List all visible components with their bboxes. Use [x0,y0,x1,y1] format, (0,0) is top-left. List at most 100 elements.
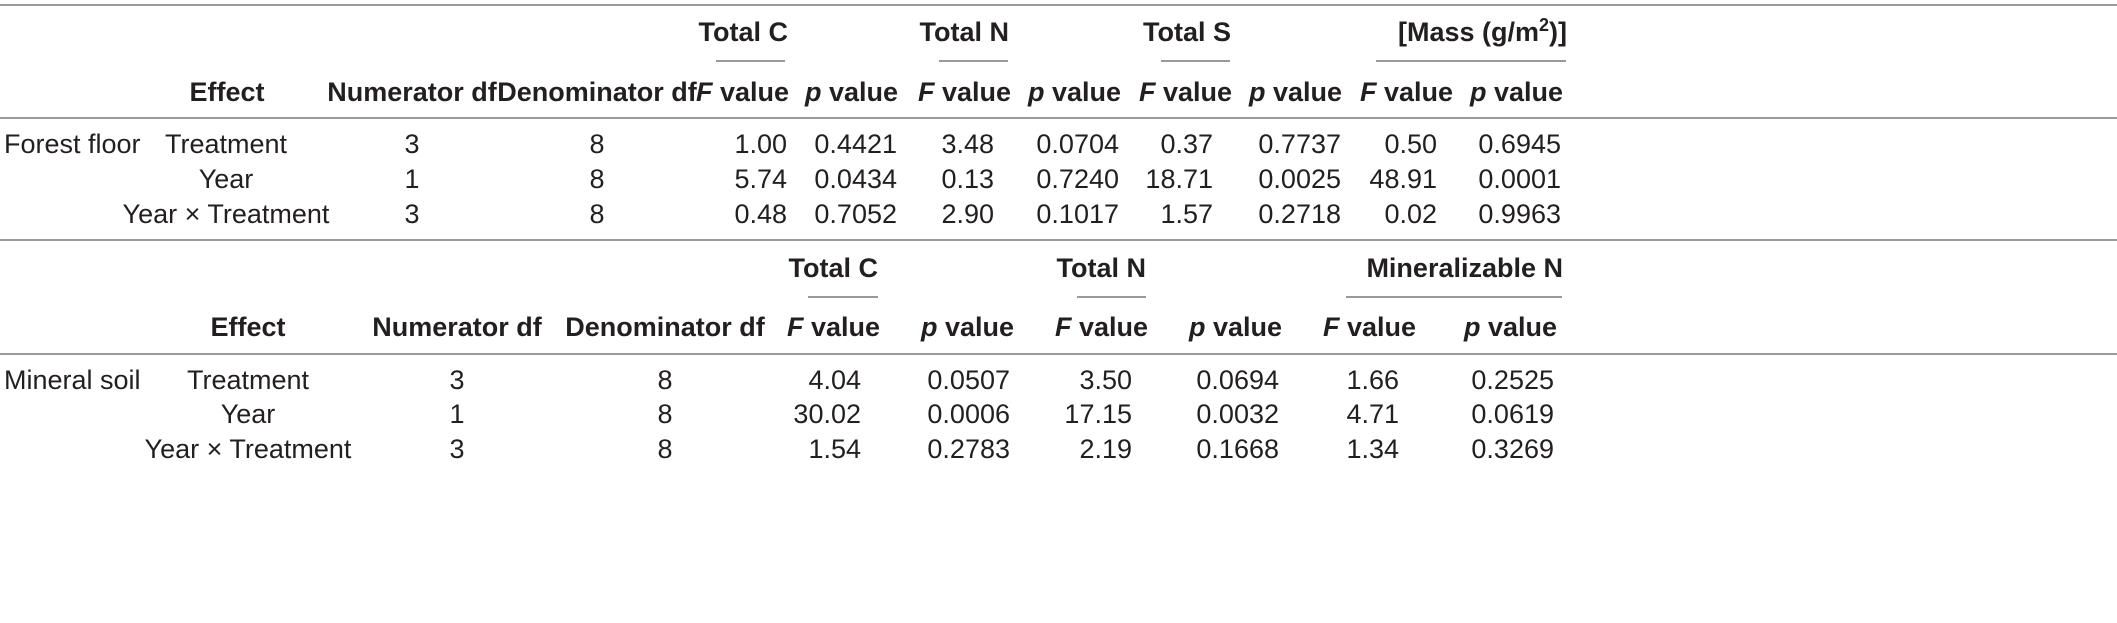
mineralizable-n-p-value-cell: 0.3269 [1471,434,1554,464]
group-header-total-n: Total N [1056,253,1147,283]
effect-cell: Treatment [164,129,288,159]
group-underline-mineralizable-n [1346,296,1562,298]
group-header-total-c: Total C [698,17,789,47]
column-header-f-value: F value [786,312,880,342]
mineralizable-n-f-value-cell: 1.66 [1346,365,1399,395]
numerator-df-cell: 3 [404,129,420,159]
numerator-df-cell: 3 [449,434,465,464]
column-header-p-value: p value [1027,77,1121,107]
column-header-f-value: F value [1359,77,1453,107]
denominator-df-cell: 8 [657,434,673,464]
total-n-f-value-cell: 3.48 [941,129,994,159]
mass-p-value-cell: 0.6945 [1478,129,1561,159]
column-header-effect: Effect [189,77,265,107]
total-s-p-value-cell: 0.7737 [1258,129,1341,159]
group-header-total-n: Total N [919,17,1010,47]
mass-p-value-cell: 0.0001 [1478,164,1561,194]
total-s-f-value-cell: 0.37 [1160,129,1213,159]
group-header-total-c: Total C [788,253,879,283]
total-c-p-value-cell: 0.2783 [927,434,1010,464]
total-n-f-value-cell: 3.50 [1079,365,1132,395]
total-n-p-value-cell: 0.1668 [1196,434,1279,464]
group-underline-total-c [716,60,785,62]
column-header-f-value: F value [1322,312,1416,342]
column-header-p-value: p value [920,312,1014,342]
numerator-df-cell: 3 [449,365,465,395]
mass-f-value-cell: 48.91 [1369,164,1437,194]
total-n-p-value-cell: 0.7240 [1036,164,1119,194]
column-header-p-value: p value [1469,77,1563,107]
total-s-p-value-cell: 0.2718 [1258,199,1341,229]
total-s-p-value-cell: 0.0025 [1258,164,1341,194]
column-header-denominator-df: Denominator df [565,312,765,342]
mineralizable-n-p-value-cell: 0.2525 [1471,365,1554,395]
total-n-p-value-cell: 0.1017 [1036,199,1119,229]
mineralizable-n-p-value-cell: 0.0619 [1471,399,1554,429]
section-label-mineral-soil: Mineral soil [4,365,141,395]
effect-cell: Year × Treatment [144,434,352,464]
total-s-f-value-cell: 18.71 [1145,164,1213,194]
denominator-df-cell: 8 [589,129,605,159]
denominator-df-cell: 8 [657,365,673,395]
column-header-denominator-df: Denominator df [497,77,697,107]
total-c-f-value-cell: 30.02 [793,399,861,429]
total-c-p-value-cell: 0.4421 [814,129,897,159]
mass-f-value-cell: 0.02 [1384,199,1437,229]
mass-f-value-cell: 0.50 [1384,129,1437,159]
numerator-df-cell: 3 [404,199,420,229]
column-header-p-value: p value [1248,77,1342,107]
total-n-p-value-cell: 0.0694 [1196,365,1279,395]
total-c-f-value-cell: 4.04 [808,365,861,395]
total-c-p-value-cell: 0.0434 [814,164,897,194]
total-c-f-value-cell: 0.48 [734,199,787,229]
top-rule [0,4,2117,6]
total-c-p-value-cell: 0.0006 [927,399,1010,429]
total-c-p-value-cell: 0.0507 [927,365,1010,395]
column-header-f-value: F value [1054,312,1148,342]
group-underline-total-n [939,60,1008,62]
total-s-f-value-cell: 1.57 [1160,199,1213,229]
column-header-f-value: F value [917,77,1011,107]
group-header-mass: [Mass (g/m2)] [1397,15,1567,47]
mineral-header-rule [0,353,2117,355]
numerator-df-cell: 1 [404,164,420,194]
effect-cell: Treatment [186,365,310,395]
column-header-numerator-df: Numerator df [372,312,542,342]
total-n-f-value-cell: 0.13 [941,164,994,194]
column-header-p-value: p value [1188,312,1282,342]
section-divider-rule [0,239,2117,241]
section-label-forest-floor: Forest floor [4,129,141,159]
numerator-df-cell: 1 [449,399,465,429]
column-header-numerator-df: Numerator df [327,77,497,107]
column-header-effect: Effect [210,312,286,342]
effect-cell: Year [220,399,276,429]
denominator-df-cell: 8 [657,399,673,429]
denominator-df-cell: 8 [589,164,605,194]
total-n-p-value-cell: 0.0704 [1036,129,1119,159]
total-c-p-value-cell: 0.7052 [814,199,897,229]
denominator-df-cell: 8 [589,199,605,229]
effect-cell: Year × Treatment [122,199,330,229]
group-underline-total-c [808,296,878,298]
total-n-f-value-cell: 17.15 [1064,399,1132,429]
total-n-f-value-cell: 2.19 [1079,434,1132,464]
column-header-f-value: F value [1138,77,1232,107]
effect-cell: Year [198,164,254,194]
group-header-total-s: Total S [1142,17,1231,47]
column-header-p-value: p value [1463,312,1557,342]
group-underline-total-n [1077,296,1146,298]
total-n-f-value-cell: 2.90 [941,199,994,229]
column-header-f-value: F value [695,77,789,107]
group-underline-total-s [1161,60,1230,62]
total-c-f-value-cell: 1.00 [734,129,787,159]
column-header-p-value: p value [804,77,898,107]
total-c-f-value-cell: 1.54 [808,434,861,464]
group-underline-mass [1376,60,1566,62]
mineralizable-n-f-value-cell: 4.71 [1346,399,1399,429]
total-c-f-value-cell: 5.74 [734,164,787,194]
mass-p-value-cell: 0.9963 [1478,199,1561,229]
forest-header-rule [0,117,2117,119]
total-n-p-value-cell: 0.0032 [1196,399,1279,429]
group-header-mineralizable-n: Mineralizable N [1366,253,1563,283]
mineralizable-n-f-value-cell: 1.34 [1346,434,1399,464]
